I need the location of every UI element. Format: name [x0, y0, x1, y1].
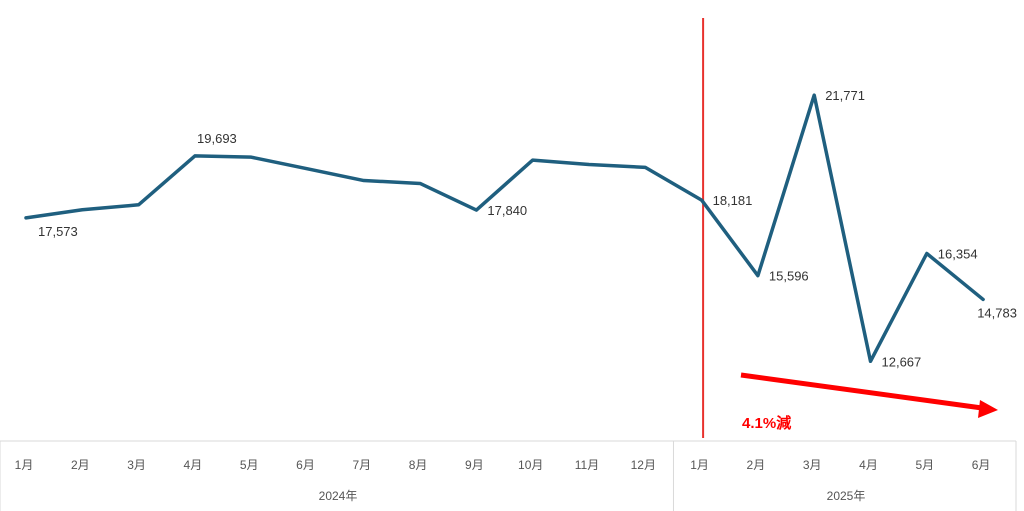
x-tick-label: 6月 [972, 458, 991, 472]
data-label-14: 21,771 [825, 88, 865, 103]
x-tick-label: 11月 [575, 458, 599, 472]
data-label-8: 17,840 [487, 203, 527, 218]
data-label-0: 17,573 [38, 224, 78, 239]
x-tick-label: 1月 [690, 458, 709, 472]
x-tick-label: 12月 [631, 458, 656, 472]
x-tick-label: 5月 [240, 458, 259, 472]
x-axis: 1月 2月 3月 4月 5月 6月 7月 8月 9月 10月 11月 12月 1月 2月 3月 4月 5月 6月 2… [0, 440, 1017, 511]
x-tick-label: 7月 [352, 458, 371, 472]
x-tick-label: 6月 [296, 458, 315, 472]
x-tick-label: 2月 [747, 458, 766, 472]
trend-annotation-text: 4.1%減 [742, 415, 791, 432]
trend-arrow-head [978, 400, 998, 418]
x-group-label: 2025年 [827, 489, 866, 503]
x-tick-label: 3月 [803, 458, 822, 472]
series-line [24, 93, 985, 364]
x-tick-label: 10月 [518, 458, 543, 472]
data-label-12: 18,181 [713, 193, 753, 208]
x-tick-label: 2月 [71, 458, 90, 472]
x-tick-label: 4月 [859, 458, 878, 472]
x-tick-label: 3月 [127, 458, 146, 472]
data-label-17: 14,783 [977, 305, 1017, 320]
data-label-16: 16,354 [938, 246, 978, 261]
data-label-3: 19,693 [197, 131, 237, 146]
data-label-15: 12,667 [882, 354, 922, 369]
data-label-13: 15,596 [769, 269, 809, 284]
x-tick-label: 1月 [15, 458, 34, 472]
x-tick-label: 8月 [409, 458, 428, 472]
x-tick-label: 9月 [465, 458, 484, 472]
trend-arrow [740, 372, 983, 411]
trend-annotation: 4.1%減 [740, 372, 998, 432]
data-labels: 17,573 19,693 17,840 18,181 15,596 21,771 12,6… [38, 88, 1017, 369]
x-group-label: 2024年 [319, 489, 358, 503]
x-tick-label: 4月 [184, 458, 203, 472]
x-tick-label: 5月 [915, 458, 934, 472]
